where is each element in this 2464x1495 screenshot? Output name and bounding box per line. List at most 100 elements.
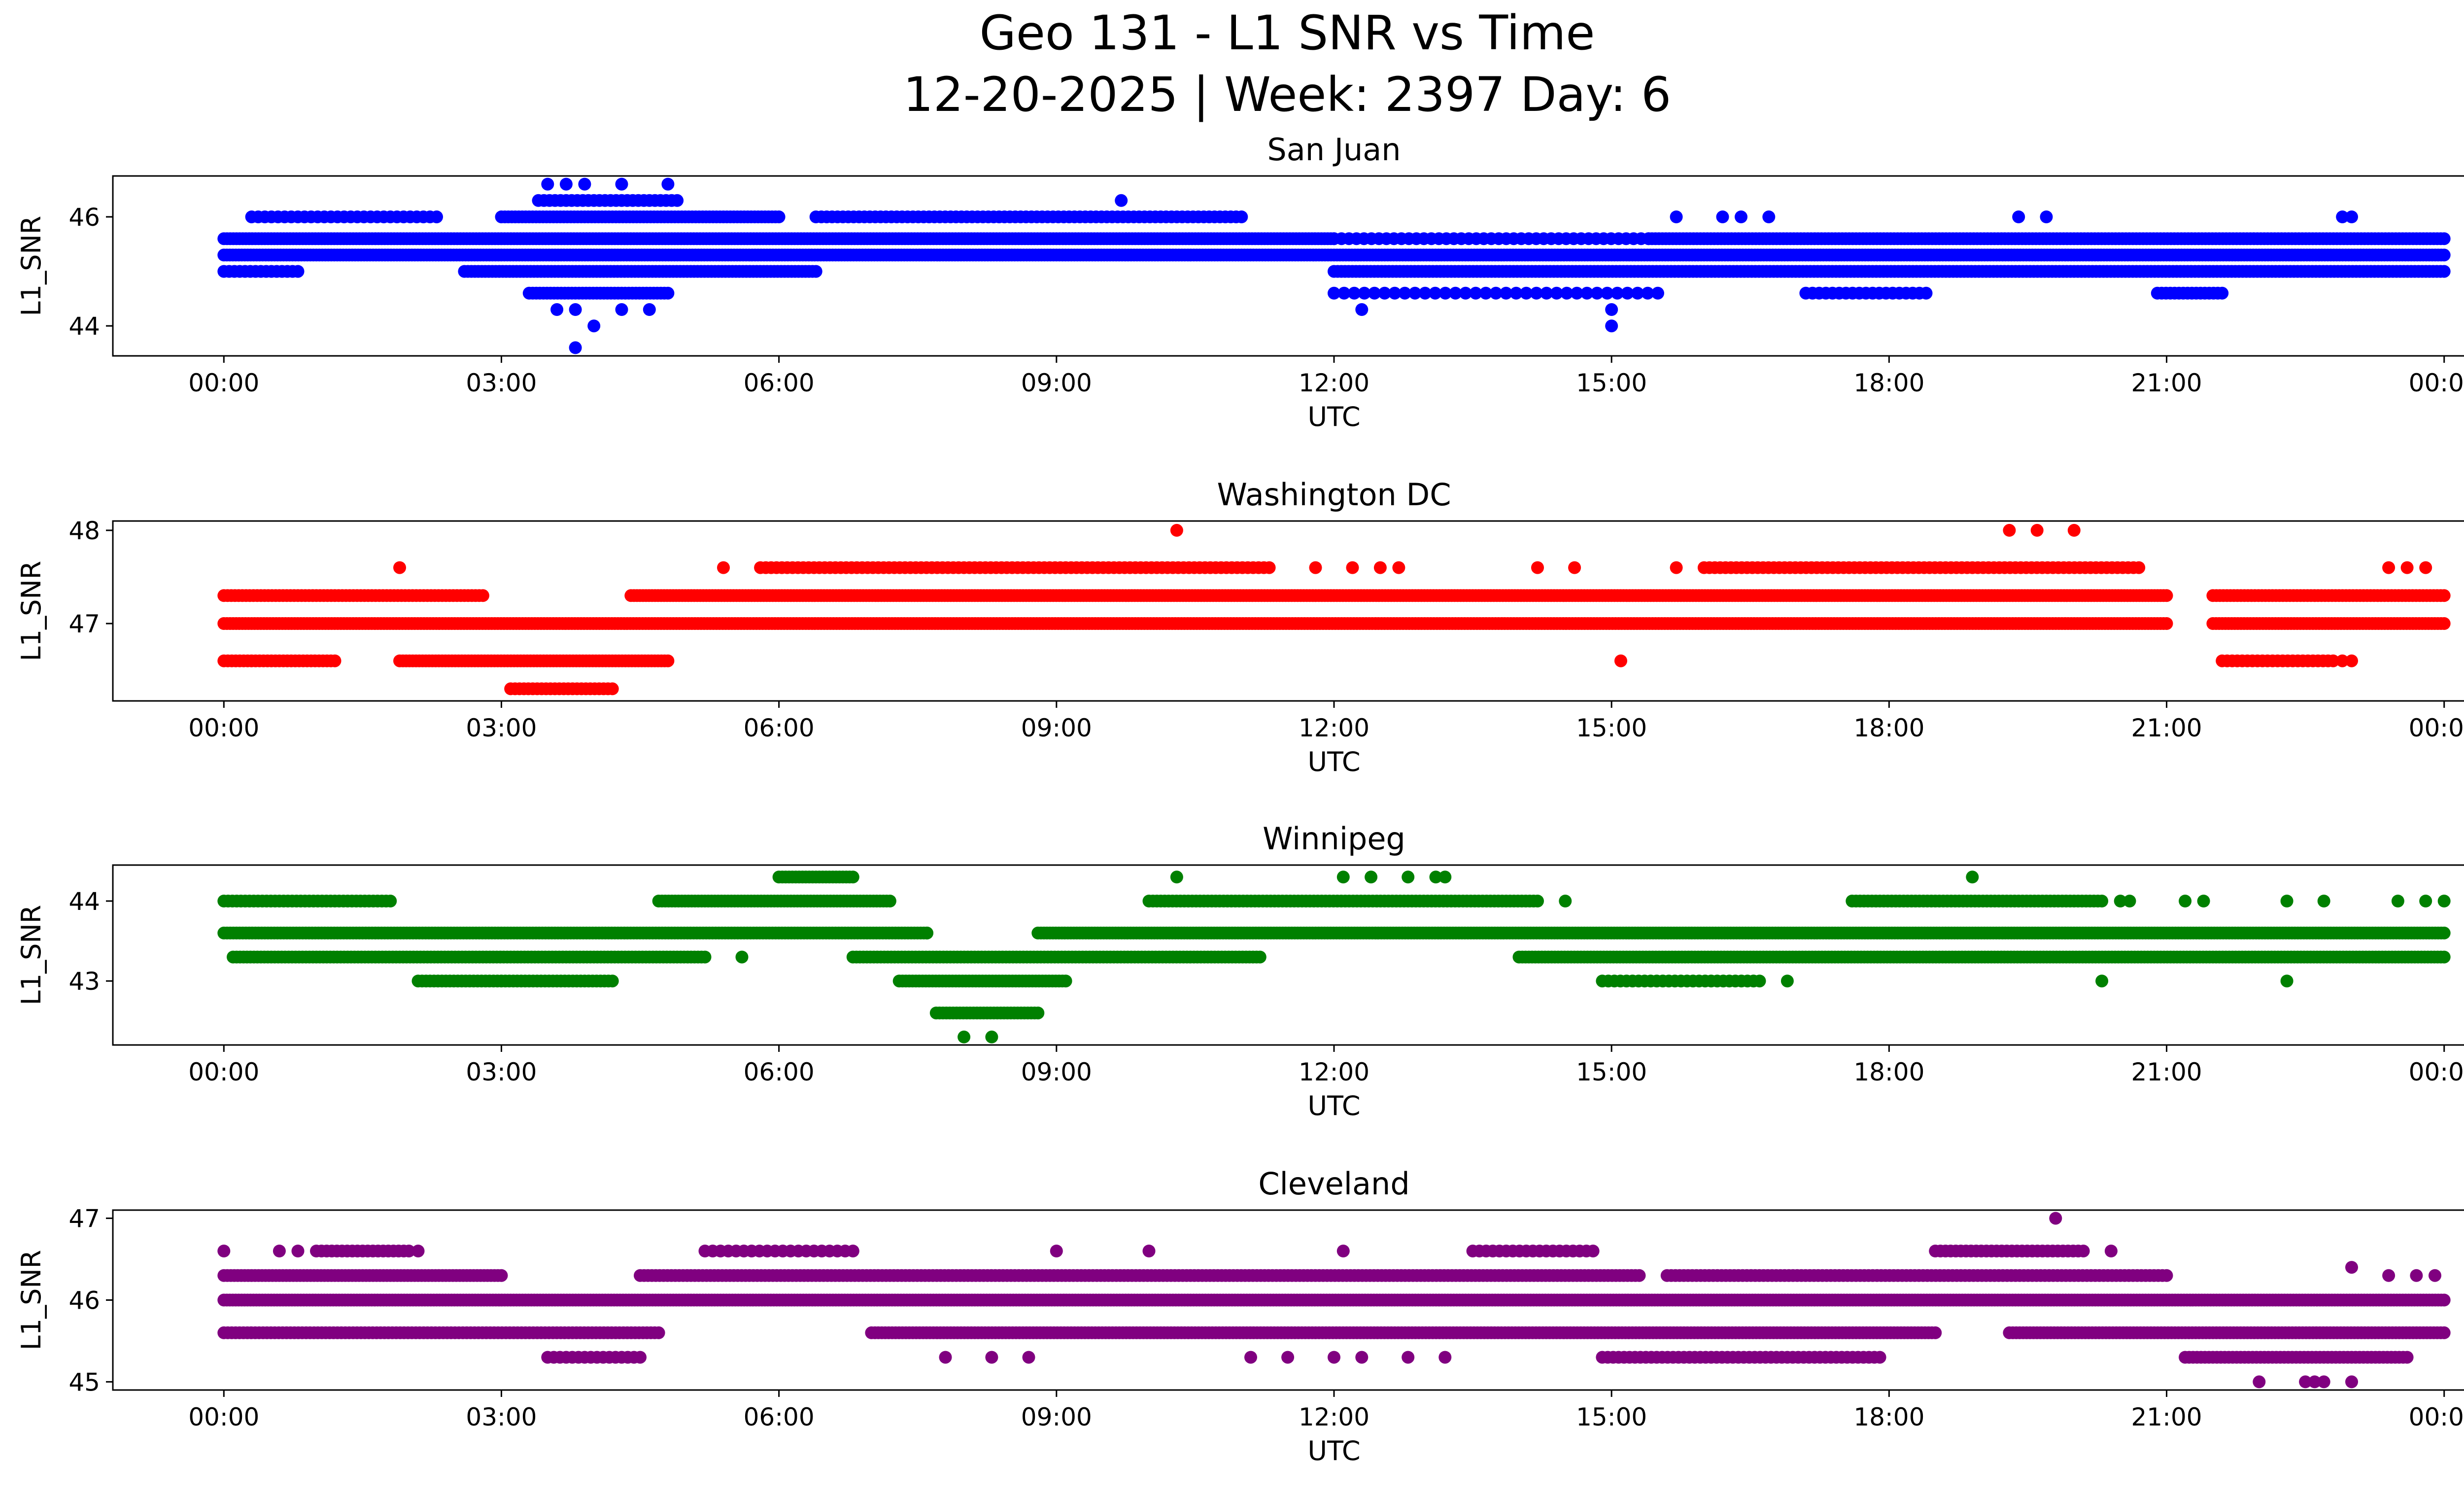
x-axis-label: UTC	[1307, 746, 1360, 777]
data-point	[430, 210, 443, 223]
x-tick-label: 09:00	[1021, 369, 1092, 397]
data-point	[2400, 561, 2414, 574]
data-point	[1469, 286, 1482, 300]
x-tick-label: 12:00	[1299, 369, 1369, 397]
data-point	[1235, 210, 1248, 223]
data-point	[2382, 561, 2396, 574]
x-tick-label: 12:00	[1299, 714, 1369, 742]
data-point	[2216, 286, 2229, 300]
data-point	[291, 265, 305, 278]
data-point	[2067, 523, 2081, 537]
data-point	[1605, 303, 1618, 316]
x-axis-label: UTC	[1307, 401, 1360, 432]
y-axis-label: L1_SNR	[16, 216, 47, 316]
data-point	[2003, 523, 2016, 537]
x-tick-label: 21:00	[2131, 714, 2202, 742]
x-tick-label: 00:00	[188, 369, 259, 397]
data-point	[2345, 210, 2358, 223]
data-point	[1762, 210, 1776, 223]
x-tick-label: 03:00	[466, 714, 537, 742]
data-point	[1373, 561, 1387, 574]
x-tick-label: 06:00	[744, 369, 815, 397]
data-point	[2437, 232, 2451, 245]
y-tick-label: 46	[68, 203, 100, 232]
data-point	[1641, 286, 1654, 300]
data-point	[569, 341, 582, 354]
data-point	[1309, 561, 1322, 574]
data-point	[2160, 589, 2173, 602]
data-point	[559, 177, 573, 191]
x-tick-label: 00:00	[2409, 369, 2464, 397]
data-points	[217, 523, 2451, 695]
data-point	[1392, 561, 1405, 574]
data-point	[2437, 248, 2451, 262]
data-point	[643, 303, 656, 316]
data-point	[2336, 210, 2349, 223]
data-point	[2345, 654, 2358, 667]
data-point	[569, 303, 582, 316]
data-point	[476, 589, 489, 602]
data-point	[2160, 617, 2173, 630]
data-point	[1429, 286, 1442, 300]
data-point	[1590, 286, 1604, 300]
data-point	[2336, 654, 2349, 667]
data-point	[1530, 286, 1543, 300]
x-tick-label: 00:00	[2409, 714, 2464, 742]
data-point	[1489, 286, 1503, 300]
data-point	[1358, 286, 1371, 300]
data-point	[1670, 561, 1683, 574]
data-point	[1253, 950, 1266, 964]
data-point	[587, 319, 601, 333]
data-point	[671, 194, 684, 207]
x-tick-label: 18:00	[1853, 714, 1924, 742]
data-point	[1479, 286, 1492, 300]
data-point	[2437, 589, 2451, 602]
data-point	[2437, 926, 2451, 939]
data-point	[1368, 286, 1381, 300]
data-points	[217, 177, 2451, 354]
data-point	[393, 561, 406, 574]
data-point	[2040, 210, 2053, 223]
y-tick-label: 44	[68, 312, 100, 341]
data-point	[698, 950, 712, 964]
data-point	[1170, 523, 1183, 537]
y-tick-label: 47	[68, 610, 100, 638]
subplot-title: Winnipeg	[1263, 821, 1405, 857]
data-point	[1550, 286, 1563, 300]
data-point	[1560, 286, 1574, 300]
data-point	[1570, 286, 1583, 300]
subplot-title: Washington DC	[1217, 477, 1451, 513]
data-point	[606, 682, 619, 695]
x-tick-label: 06:00	[744, 714, 815, 742]
data-point	[1605, 319, 1618, 333]
x-tick-label: 00:00	[188, 714, 259, 742]
x-tick-label: 21:00	[2131, 369, 2202, 397]
data-point	[1621, 286, 1634, 300]
data-point	[661, 177, 675, 191]
data-point	[717, 561, 730, 574]
data-point	[1540, 286, 1553, 300]
data-point	[1398, 286, 1411, 300]
y-tick-label: 48	[68, 517, 100, 545]
data-point	[1580, 286, 1594, 300]
data-point	[1418, 286, 1432, 300]
data-point	[1328, 286, 1340, 300]
figure-title-line1: Geo 131 - L1 SNR vs Time	[980, 5, 1595, 61]
subplot-title: San Juan	[1267, 132, 1401, 168]
data-point	[1346, 561, 1359, 574]
x-tick-label: 15:00	[1576, 369, 1647, 397]
data-point	[1449, 286, 1462, 300]
x-tick-label: 18:00	[1853, 369, 1924, 397]
x-tick-label: 15:00	[1576, 714, 1647, 742]
data-point	[2030, 523, 2044, 537]
data-point	[1601, 286, 1614, 300]
data-point	[809, 265, 822, 278]
data-point	[1263, 561, 1276, 574]
data-point	[1438, 286, 1452, 300]
data-point	[1388, 286, 1402, 300]
data-point	[772, 210, 786, 223]
data-point	[1610, 286, 1624, 300]
